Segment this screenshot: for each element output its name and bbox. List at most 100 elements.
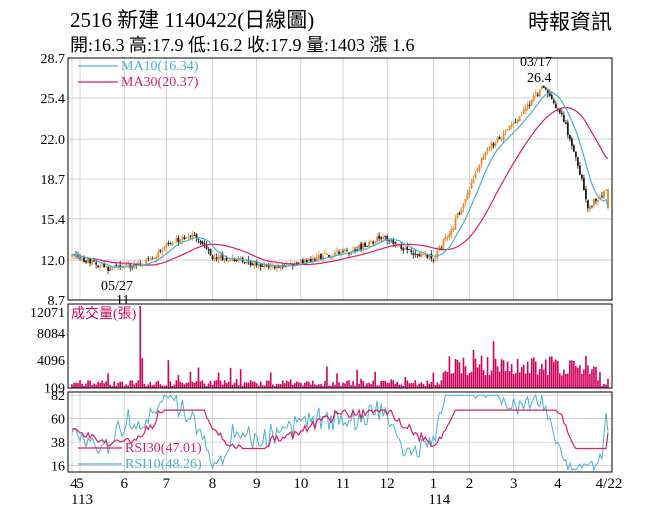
candle-body [257, 264, 260, 266]
x-tick-label: 11 [336, 476, 350, 492]
volume-bar [561, 375, 563, 388]
volume-series-label: 成交量(張) [71, 305, 137, 322]
candle-body [560, 112, 563, 115]
candle-body [342, 251, 344, 253]
volume-bar [542, 369, 545, 388]
candle-body [149, 259, 152, 261]
candle-body [548, 92, 551, 97]
candle-body [328, 255, 330, 258]
candle-body [159, 250, 162, 252]
candle-body [438, 246, 441, 251]
candle-body [428, 254, 431, 258]
candle-body [514, 122, 517, 123]
volume-bar [516, 359, 519, 388]
candle-body [187, 236, 190, 238]
candle-body [589, 206, 591, 210]
candle-body [318, 255, 320, 259]
volume-bar [366, 383, 368, 388]
volume-bar [117, 382, 119, 388]
volume-bar [350, 385, 352, 388]
volume-bar [300, 382, 302, 388]
candle-body [109, 269, 112, 271]
candle-body [550, 95, 553, 100]
candle-body [597, 200, 599, 202]
candle-body [307, 258, 310, 262]
volume-tick-label: 4096 [37, 354, 65, 369]
x-tick-label: 1 [430, 476, 438, 492]
x-tick-label: 2 [466, 476, 474, 492]
candle-body [450, 229, 453, 235]
candle-body [416, 254, 419, 256]
volume-bar [247, 382, 250, 388]
candle-body [151, 258, 154, 260]
candle-body [396, 243, 399, 245]
volume-bar [275, 383, 278, 388]
candle-body [201, 241, 204, 245]
candle-body [448, 233, 451, 238]
x-tick-label: 7 [163, 476, 171, 492]
volume-bar [376, 385, 378, 388]
candle-body [536, 94, 539, 96]
candle-body [229, 260, 232, 262]
x-tick-label: 5 [76, 476, 84, 492]
candle-body [532, 95, 535, 101]
volume-bar [73, 382, 75, 388]
price-panel [71, 85, 609, 274]
candle-body [378, 235, 381, 239]
candle-body [195, 234, 198, 239]
volume-bar [478, 364, 481, 388]
volume-bar [464, 366, 467, 388]
candle-body [267, 264, 270, 268]
volume-bar [585, 355, 587, 388]
volume-bar [147, 384, 150, 388]
volume-bar [251, 381, 254, 388]
candle-body [219, 254, 222, 259]
candle-body [207, 249, 210, 251]
candle-body [422, 254, 425, 255]
candle-body [518, 116, 521, 121]
volume-bar [149, 381, 152, 388]
volume-bar [538, 368, 541, 388]
volume-bar [119, 381, 121, 388]
candle-body [344, 249, 346, 251]
low-value-label: 11 [116, 293, 129, 308]
candle-body [370, 241, 373, 243]
quote-summary: 開:16.3 高:17.9 低:16.2 收:17.9 量:1403 漲 1.6 [70, 35, 415, 55]
volume-bar [99, 382, 101, 388]
candle-body [97, 265, 99, 268]
candle-body [79, 257, 81, 259]
volume-bar [338, 382, 340, 388]
volume-bar [227, 381, 230, 388]
volume-bar [508, 371, 511, 388]
candle-body [277, 266, 280, 268]
candle-body [498, 137, 501, 139]
candle-body [221, 253, 224, 261]
rsi30-line [71, 408, 609, 450]
volume-bar [183, 384, 186, 388]
candle-body [199, 241, 202, 244]
candle-body [255, 261, 258, 266]
candle-body [442, 239, 445, 249]
source-label: 時報資訊 [528, 10, 612, 34]
candle-body [320, 253, 322, 259]
volume-bar [340, 385, 342, 388]
candle-body [408, 249, 411, 250]
candle-body [572, 145, 575, 152]
volume-bar [546, 374, 549, 388]
candle-body [350, 251, 352, 255]
volume-bar [460, 373, 463, 388]
candle-body [488, 147, 491, 148]
candle-body [454, 218, 457, 230]
volume-bar [89, 380, 91, 388]
volume-bar [205, 386, 208, 388]
volume-bar [271, 384, 274, 388]
candle-body [185, 237, 188, 239]
volume-bar [127, 385, 130, 388]
volume-bar [195, 381, 198, 388]
candle-body [89, 258, 91, 264]
volume-bar [298, 382, 300, 388]
legend-label: MA10(16.34) [121, 59, 199, 74]
volume-bar [597, 380, 599, 388]
candle-body [364, 242, 366, 247]
volume-bar [177, 374, 180, 388]
